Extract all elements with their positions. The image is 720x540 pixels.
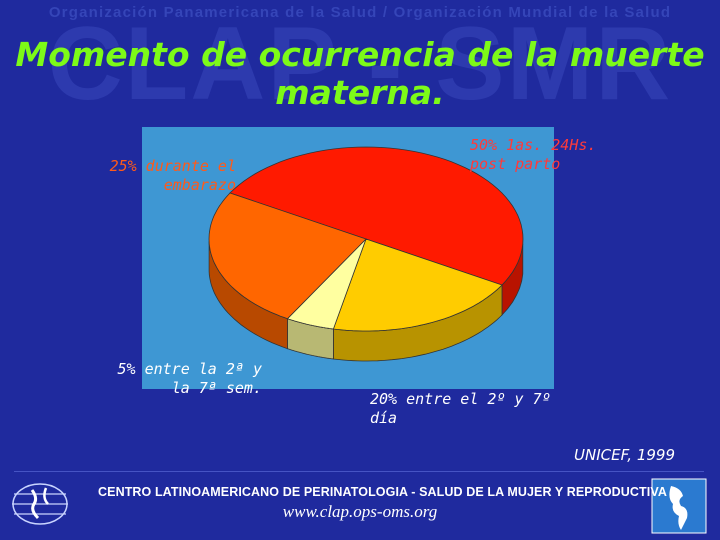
footer-organization: CENTRO LATINOAMERICANO DE PERINATOLOGIA …	[98, 485, 667, 499]
slice-label-post-parto: 50% 1as. 24Hs. post parto	[470, 136, 597, 173]
americas-map-logo-icon	[651, 478, 707, 534]
slice-label-embarazo: 25% durante el embarazo	[109, 157, 236, 194]
ops-globe-logo-icon	[12, 483, 68, 525]
footer-divider	[14, 471, 704, 472]
organization-header: Organización Panamericana de la Salud / …	[48, 4, 672, 21]
clap-watermark-logo: CLAP - SMR	[47, 6, 673, 122]
pie-chart	[208, 146, 524, 362]
footer-url: www.clap.ops-oms.org	[282, 502, 438, 521]
pie-slice-3	[208, 192, 367, 320]
slice-label-semanas: 5% entre la 2ª y la 7ª sem.	[117, 360, 263, 397]
pie-slice-0	[229, 146, 524, 286]
chart-panel	[142, 127, 554, 389]
pie-slice-2	[286, 238, 367, 330]
slide-title: Momento de ocurrencia de la muerte mater…	[15, 35, 705, 112]
source-citation: UNICEF, 1999	[574, 446, 675, 464]
pie-slice-1	[332, 238, 503, 332]
slice-label-dias: 20% entre el 2º y 7º día	[370, 390, 551, 427]
